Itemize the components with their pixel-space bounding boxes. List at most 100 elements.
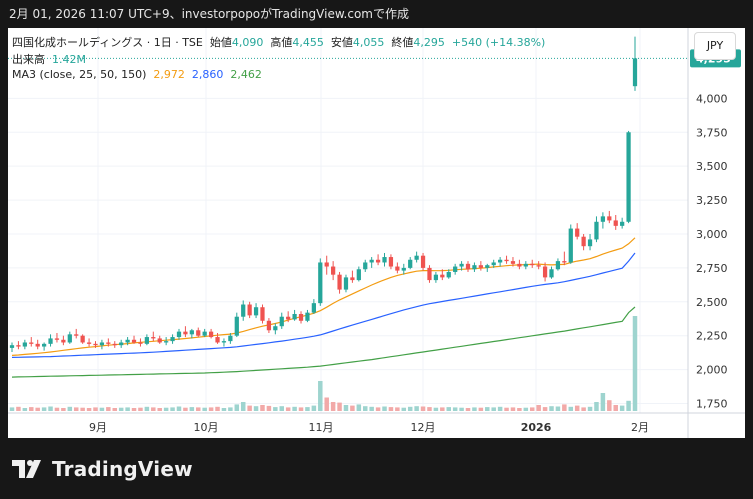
candle-body [99, 342, 105, 346]
volume-bar [144, 406, 150, 411]
candle-body [119, 342, 124, 346]
candle-body [279, 316, 284, 327]
candle-body [228, 335, 233, 342]
volume-bar [22, 408, 28, 411]
volume-bar [16, 406, 21, 411]
volume-bar [240, 402, 246, 411]
candle-body [74, 334, 79, 336]
candle-body [29, 342, 34, 344]
volume-bar [587, 406, 593, 411]
volume-bar [279, 406, 285, 411]
candle-body [112, 343, 117, 346]
header-caption: 2月 01, 2026 11:07 UTC+9、investorpopoがTra… [9, 7, 409, 21]
volume-bar [594, 402, 599, 411]
volume-bar [61, 408, 66, 411]
candle-body [607, 216, 612, 221]
volume-bar [67, 406, 73, 411]
volume-bar [632, 316, 638, 411]
volume-bar [73, 407, 79, 411]
x-tick-label: 10月 [194, 421, 219, 434]
volume-bar [600, 393, 606, 411]
volume-bar [542, 407, 548, 411]
volume-bar [356, 404, 362, 411]
volume-bar [491, 407, 496, 411]
low-value: 4,055 [352, 36, 385, 49]
candle-body [600, 216, 606, 222]
volume-bar [292, 406, 297, 411]
volume-bar [607, 400, 612, 411]
candle-body [35, 343, 40, 347]
volume-bar [452, 407, 458, 411]
ma50-value: 2,860 [191, 68, 224, 81]
y-tick-label: 3,000 [696, 228, 728, 241]
candle-body [446, 271, 451, 278]
candle-body [298, 314, 304, 321]
volume-bar [613, 405, 618, 411]
volume-bar [138, 407, 143, 411]
volume-bar [221, 408, 227, 411]
candle-body [131, 339, 137, 343]
chart-panel[interactable]: 1,750 2,000 2,250 2,500 2,750 3,000 3,250 3,500… [8, 28, 745, 438]
volume-bar [433, 407, 439, 411]
currency-button[interactable]: JPY [694, 32, 736, 60]
candle-body [144, 337, 149, 344]
volume-bar [523, 407, 529, 411]
volume-bar [106, 407, 111, 411]
candle-body [459, 263, 464, 267]
candle-body [562, 261, 567, 263]
candle-body [183, 331, 188, 335]
ma150-line [11, 306, 636, 378]
candle-body [433, 274, 439, 281]
candle-body [632, 58, 638, 87]
volume-bar [330, 402, 336, 411]
volume-bar [324, 397, 329, 411]
volume-bar [29, 407, 34, 411]
volume-bar [266, 405, 272, 411]
y-tick-label: 2,750 [696, 262, 728, 275]
candle-body [260, 307, 265, 321]
candle-body [215, 337, 220, 343]
y-tick-label: 3,750 [696, 126, 728, 139]
candle-body [189, 330, 194, 335]
volume-bar [99, 407, 105, 411]
candle-body [48, 338, 53, 344]
volume-bar [529, 407, 535, 411]
candle-body [472, 265, 477, 270]
candle-body [401, 267, 406, 271]
y-tick-label: 1,750 [696, 398, 728, 411]
candle-body [626, 132, 631, 222]
candle-body [555, 261, 561, 270]
volume-bar [202, 407, 207, 411]
candle-body [594, 221, 599, 240]
close-label: 終値 [391, 36, 414, 49]
candle-body [151, 337, 156, 339]
candle-body [196, 330, 201, 336]
volume-bar [440, 407, 445, 411]
candle-body [125, 339, 130, 343]
low-label: 安値 [330, 36, 353, 49]
volume-bar [517, 408, 522, 411]
volume-bar [574, 405, 580, 411]
candle-body [138, 342, 143, 344]
volume-bar [318, 381, 323, 411]
candle-body [510, 261, 516, 264]
volume-bar [427, 407, 432, 411]
volume-bar [459, 407, 464, 411]
candle-body [157, 338, 162, 343]
candle-body [369, 259, 374, 263]
ma25-line [11, 237, 636, 356]
volume-bar [54, 407, 60, 411]
volume-bar [504, 407, 509, 411]
candle-body [247, 304, 252, 316]
candle-body [273, 326, 278, 331]
price-chart[interactable]: 1,750 2,000 2,250 2,500 2,750 3,000 3,250 3,500… [8, 28, 745, 438]
volume-bar [260, 405, 265, 411]
candle-body [305, 312, 310, 321]
ma150-value: 2,462 [230, 68, 262, 81]
legend-volume: 出来高 1.42M [12, 51, 86, 67]
y-tick-label: 3,250 [696, 194, 728, 207]
volume-bar [163, 407, 169, 411]
candle-body [80, 335, 85, 343]
ma25-value: 2,972 [153, 68, 185, 81]
volume-bar [48, 406, 53, 411]
